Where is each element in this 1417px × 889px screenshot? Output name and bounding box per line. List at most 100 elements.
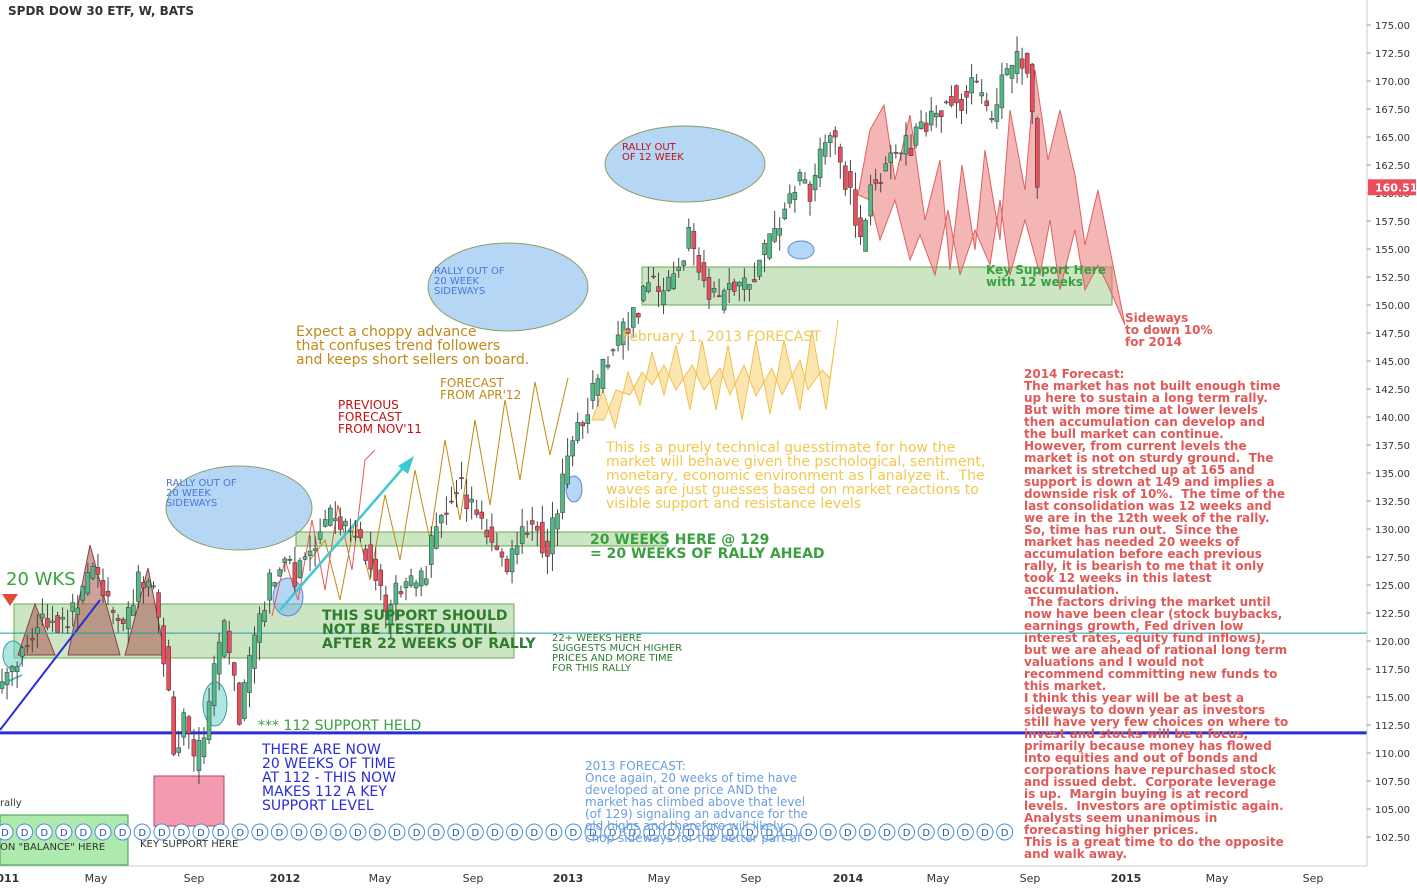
dividend-marker[interactable] — [329, 823, 347, 841]
candle — [757, 259, 762, 277]
dividend-marker[interactable] — [741, 823, 759, 841]
dividend-marker[interactable] — [153, 823, 171, 841]
dividend-marker[interactable] — [760, 823, 778, 841]
candle — [535, 525, 540, 531]
dividend-marker[interactable] — [702, 823, 720, 841]
dividend-marker[interactable] — [0, 823, 14, 841]
candle — [1035, 118, 1040, 188]
dividend-marker[interactable] — [74, 823, 92, 841]
dividend-marker[interactable] — [447, 823, 465, 841]
dividend-marker[interactable] — [368, 823, 386, 841]
dividend-marker[interactable] — [878, 823, 896, 841]
candle — [580, 422, 585, 427]
dividend-marker-label: D — [432, 828, 440, 839]
dividend-marker[interactable] — [172, 823, 190, 841]
candle — [0, 681, 5, 689]
dividend-marker[interactable] — [192, 823, 210, 841]
dividend-marker[interactable] — [545, 823, 563, 841]
dividend-marker[interactable] — [466, 823, 484, 841]
dividend-marker[interactable] — [584, 823, 602, 841]
dividend-marker[interactable] — [408, 823, 426, 841]
candle — [221, 620, 227, 657]
dividend-marker[interactable] — [310, 823, 328, 841]
candle — [1029, 63, 1035, 113]
dividend-marker[interactable] — [662, 823, 680, 841]
last-price-tag — [1368, 179, 1416, 196]
dividend-marker[interactable] — [55, 823, 73, 841]
dividend-marker-label: D — [1001, 828, 1009, 839]
dividend-marker[interactable] — [251, 823, 269, 841]
dividend-marker[interactable] — [819, 823, 837, 841]
dividend-marker-label: D — [1, 828, 9, 839]
dividend-marker[interactable] — [996, 823, 1014, 841]
dividend-marker[interactable] — [937, 823, 955, 841]
candle — [393, 582, 399, 605]
candle — [605, 364, 611, 368]
ellipse-small-5 — [787, 240, 815, 260]
candle — [792, 191, 798, 200]
dividend-marker[interactable] — [290, 823, 308, 841]
annotation-support-not-tested: THIS SUPPORT SHOULD NOT BE TESTED UNTIL … — [322, 608, 536, 652]
y-tick-label: 112.50 — [1375, 721, 1410, 732]
candle — [287, 558, 293, 561]
dividend-marker-label: D — [766, 828, 774, 839]
candle — [913, 126, 919, 146]
dividend-marker[interactable] — [133, 823, 151, 841]
candle — [85, 572, 91, 594]
annotation-rally-20-sideways-2: RALLY OUT OF 20 WEEK SIDEWAYS — [434, 266, 505, 297]
dividend-marker[interactable] — [721, 823, 739, 841]
dividend-marker[interactable] — [35, 823, 53, 841]
dividend-marker-label: D — [413, 828, 421, 839]
dividend-marker[interactable] — [486, 823, 504, 841]
dividend-marker[interactable] — [623, 823, 641, 841]
annotation-twenty-weeks-112: THERE ARE NOW 20 WEEKS OF TIME AT 112 - … — [262, 742, 397, 814]
dividend-marker[interactable] — [427, 823, 445, 841]
dividend-marker[interactable] — [917, 823, 935, 841]
dividend-marker[interactable] — [212, 823, 230, 841]
dividend-marker[interactable] — [858, 823, 876, 841]
dividend-marker-label: D — [726, 828, 734, 839]
y-tick-label: 132.50 — [1375, 497, 1410, 508]
forecast-band-2014 — [857, 69, 1126, 326]
dividend-marker[interactable] — [270, 823, 288, 841]
dividend-marker[interactable] — [525, 823, 543, 841]
dividend-marker[interactable] — [898, 823, 916, 841]
dividend-marker[interactable] — [780, 823, 798, 841]
dividend-marker-label: D — [707, 828, 715, 839]
candle — [100, 580, 106, 596]
dividend-marker-label: D — [942, 828, 950, 839]
candle — [469, 498, 474, 503]
x-tick-label: 2012 — [270, 872, 301, 885]
dividend-marker[interactable] — [643, 823, 661, 841]
ellipse-small-1 — [272, 577, 304, 617]
y-tick-label: 175.00 — [1375, 21, 1410, 32]
candle — [984, 100, 989, 107]
annotation-key-support-here: KEY SUPPORT HERE — [140, 839, 239, 850]
dividend-marker[interactable] — [564, 823, 582, 841]
dividend-marker-label: D — [668, 828, 676, 839]
dividend-marker[interactable] — [956, 823, 974, 841]
candle — [206, 701, 212, 740]
dividend-marker[interactable] — [800, 823, 818, 841]
candle — [868, 184, 873, 217]
dividend-marker[interactable] — [604, 823, 622, 841]
x-tick-label: 2011 — [0, 872, 19, 885]
candle — [944, 101, 949, 104]
dividend-marker[interactable] — [388, 823, 406, 841]
dividend-marker[interactable] — [506, 823, 524, 841]
candle — [191, 739, 197, 757]
candle — [181, 712, 187, 738]
dividend-marker[interactable] — [682, 823, 700, 841]
x-tick-label: May — [648, 872, 671, 885]
dividend-marker[interactable] — [231, 823, 249, 841]
dividend-marker[interactable] — [114, 823, 132, 841]
dividend-marker[interactable] — [839, 823, 857, 841]
candle — [156, 592, 161, 618]
dividend-marker[interactable] — [16, 823, 34, 841]
candle — [136, 571, 141, 602]
dividend-marker[interactable] — [976, 823, 994, 841]
dividend-marker[interactable] — [349, 823, 367, 841]
candle — [827, 135, 833, 143]
dividend-marker[interactable] — [94, 823, 112, 841]
